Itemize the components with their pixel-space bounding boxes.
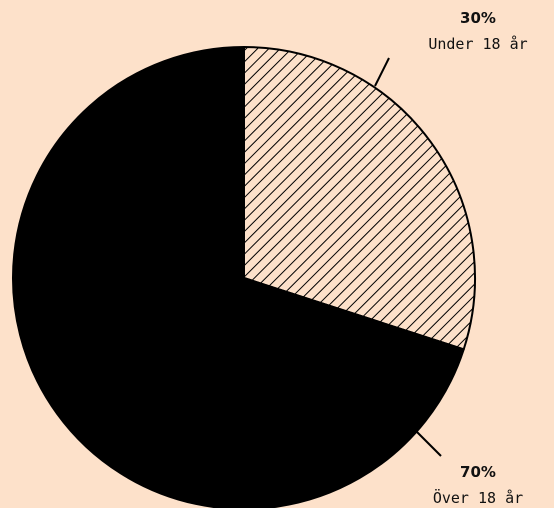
value-label: 30% xyxy=(460,9,496,27)
leader-line xyxy=(416,431,442,457)
value-label: 70% xyxy=(460,463,496,481)
category-label: Under 18 år xyxy=(428,35,527,53)
pie-slice xyxy=(243,46,476,351)
category-label: Över 18 år xyxy=(433,488,523,507)
pie-slice xyxy=(12,46,465,508)
leader-line xyxy=(374,57,390,87)
